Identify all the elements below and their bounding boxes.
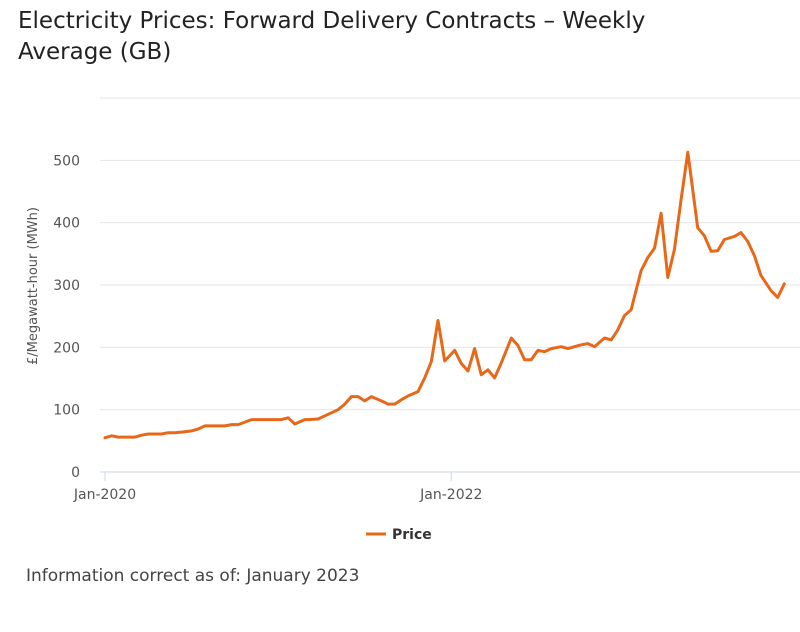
x-axis-ticks: Jan-2020 Jan-2022: [73, 472, 482, 503]
chart-title: Electricity Prices: Forward Delivery Con…: [18, 8, 646, 65]
y-axis-title: £/Megawatt-hour (MWh): [26, 207, 41, 365]
legend[interactable]: Price: [366, 527, 432, 543]
series-line-price[interactable]: [103, 150, 786, 440]
legend-label-price[interactable]: Price: [392, 527, 432, 543]
y-tick-label: 200: [53, 340, 80, 356]
series-price: [103, 150, 786, 440]
y-tick-label: 400: [53, 216, 80, 232]
x-tick-label: Jan-2020: [73, 487, 136, 503]
gridlines: [100, 97, 800, 411]
y-tick-label: 0: [71, 465, 80, 481]
y-tick-label: 100: [53, 403, 80, 419]
y-tick-label: 500: [53, 153, 80, 169]
info-footnote: Information correct as of: January 2023: [26, 566, 360, 586]
x-tick-label: Jan-2022: [419, 487, 482, 503]
y-axis-tick-labels: 0 100 200 300 400 500: [53, 153, 80, 481]
y-tick-label: 300: [53, 278, 80, 294]
